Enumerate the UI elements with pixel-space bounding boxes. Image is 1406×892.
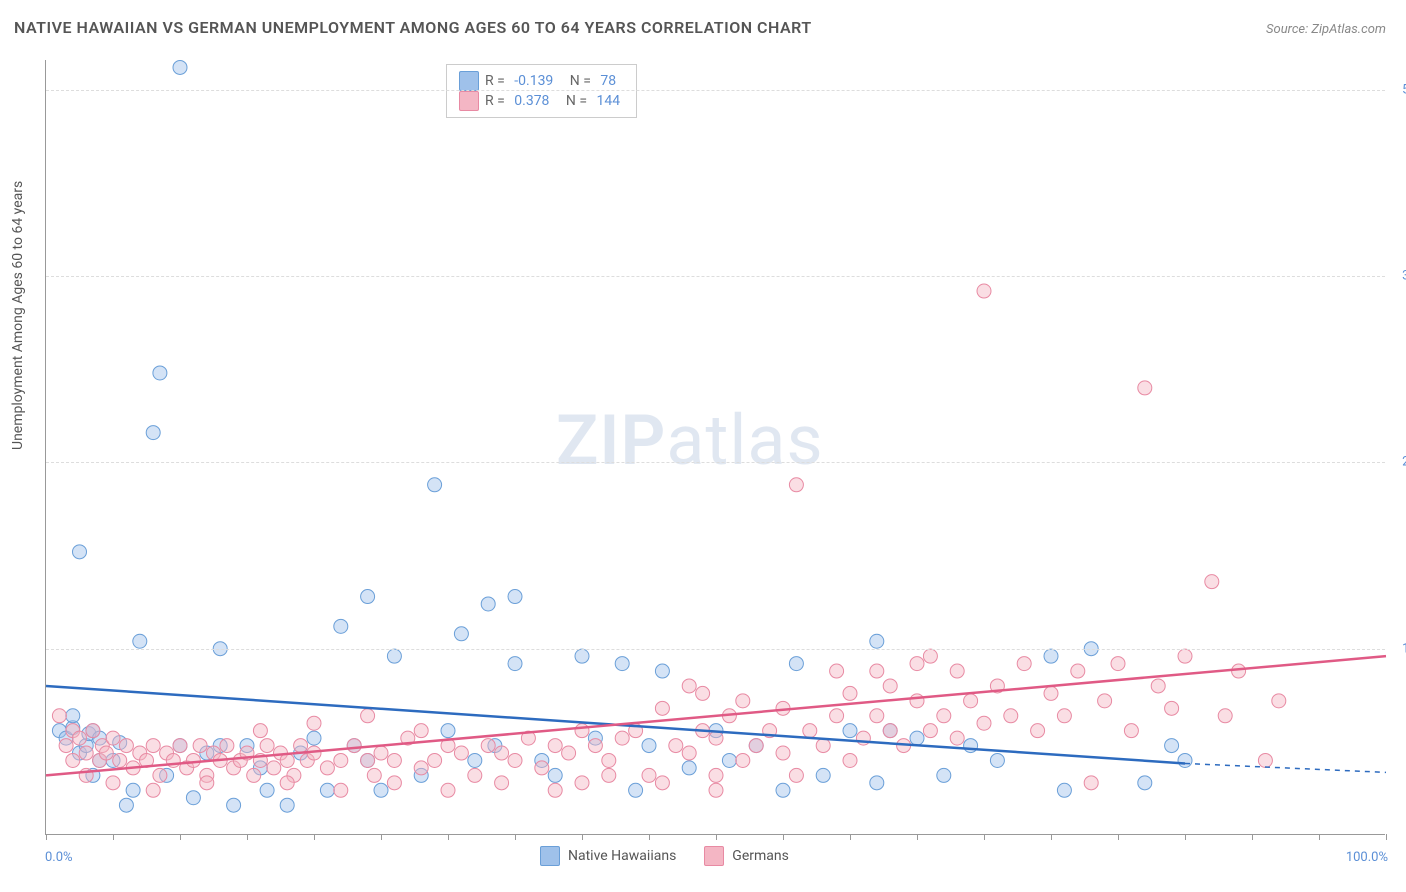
legend-label-german: Germans (732, 848, 789, 864)
y-tick-label: 37.5% (1402, 269, 1406, 284)
legend-n-label: N = (555, 93, 590, 109)
y-tick-label: 25.0% (1402, 455, 1406, 470)
legend-n-label: N = (559, 73, 594, 89)
scatter-svg (46, 60, 1385, 834)
legend-r-value-1: 0.378 (514, 93, 549, 109)
series-legend: Native Hawaiians Germans (540, 846, 789, 866)
legend-n-value-0: 78 (600, 73, 616, 89)
legend-swatch-icon (540, 846, 560, 866)
legend-label-hawaiian: Native Hawaiians (568, 848, 676, 864)
legend-swatch-hawaiian (459, 71, 479, 91)
legend-row-german: R = 0.378 N = 144 (459, 91, 620, 111)
legend-item-hawaiian: Native Hawaiians (540, 846, 676, 866)
x-axis-min-label: 0.0% (45, 850, 73, 865)
source-attribution: Source: ZipAtlas.com (1266, 22, 1386, 37)
legend-row-hawaiian: R = -0.139 N = 78 (459, 71, 620, 91)
x-axis-max-label: 100.0% (1346, 850, 1388, 865)
legend-swatch-icon (704, 846, 724, 866)
legend-r-value-0: -0.139 (514, 73, 553, 89)
plot-area: ZIPatlas R = -0.139 N = 78 R = 0.378 N =… (45, 60, 1385, 835)
y-axis-label: Unemployment Among Ages 60 to 64 years (10, 181, 26, 450)
y-tick-label: 50.0% (1402, 82, 1406, 97)
legend-r-label: R = (485, 73, 508, 89)
legend-item-german: Germans (704, 846, 789, 866)
correlation-legend: R = -0.139 N = 78 R = 0.378 N = 144 (446, 64, 637, 118)
legend-n-value-1: 144 (596, 93, 620, 109)
chart-title: NATIVE HAWAIIAN VS GERMAN UNEMPLOYMENT A… (14, 18, 812, 37)
y-tick-label: 12.5% (1402, 641, 1406, 656)
legend-swatch-german (459, 91, 479, 111)
legend-r-label: R = (485, 93, 508, 109)
